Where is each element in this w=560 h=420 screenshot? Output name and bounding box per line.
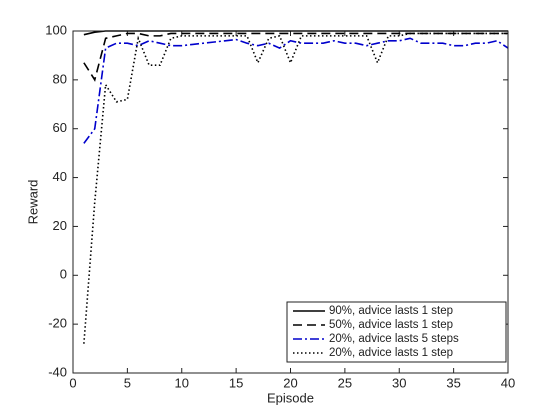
series-line [83, 32, 508, 82]
x-tick-label: 5 [124, 375, 131, 390]
x-axis-label: Episode [267, 390, 314, 405]
y-axis-label: Reward [25, 180, 40, 225]
y-tick-label: -20 [48, 316, 67, 331]
series-line [83, 32, 508, 344]
x-tick-label: 35 [446, 375, 460, 390]
x-tick-label: 20 [283, 375, 297, 390]
y-tick-label: 40 [53, 169, 67, 184]
legend: 90%, advice lasts 1 step 50%, advice last… [286, 301, 507, 363]
legend-label: 50%, advice lasts 1 step [329, 319, 453, 331]
x-tick-label: 30 [392, 375, 406, 390]
legend-label: 20%, advice lasts 1 step [329, 347, 453, 359]
x-tick-label: 15 [229, 375, 243, 390]
x-tick-label: 0 [69, 375, 76, 390]
x-tick-label: 10 [175, 375, 189, 390]
y-tick-label: 100 [45, 22, 67, 37]
y-tick-label: 80 [53, 71, 67, 86]
y-tick-label: -40 [48, 364, 67, 379]
axes-box [72, 30, 509, 374]
x-tick-label: 40 [501, 375, 515, 390]
legend-label: 20%, advice lasts 5 steps [329, 333, 459, 345]
series-line [83, 37, 509, 144]
legend-box [286, 301, 507, 363]
legend-label: 90%, advice lasts 1 step [329, 305, 453, 317]
x-tick-label: 25 [338, 375, 352, 390]
y-tick-label: 0 [60, 267, 67, 282]
y-tick-label: 20 [53, 218, 67, 233]
y-tick-label: 60 [53, 120, 67, 135]
